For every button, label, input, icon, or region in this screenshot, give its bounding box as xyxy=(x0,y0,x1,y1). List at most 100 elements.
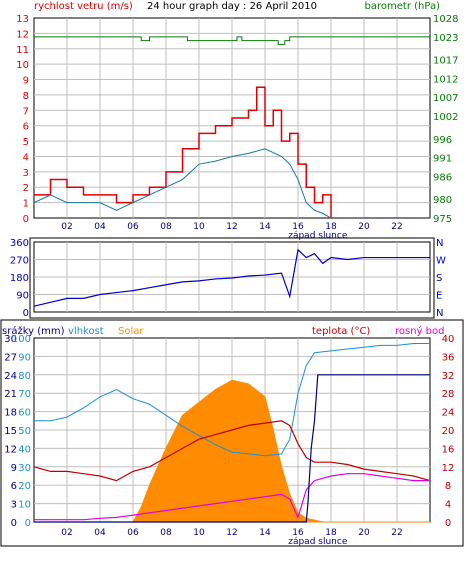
wind-tick-label: 1 xyxy=(23,199,29,210)
x-tick-label: 10 xyxy=(193,528,205,538)
pressure-tick-label: 975 xyxy=(433,214,452,225)
humidity-tick-label: 10 xyxy=(18,500,31,511)
humidity-tick-label: 80 xyxy=(18,371,31,382)
x-tick-label: 14 xyxy=(259,222,271,232)
humidity-legend-label: vlhkost xyxy=(68,326,104,337)
direction-outer-frame xyxy=(29,237,435,319)
wind-direction-series xyxy=(33,248,430,307)
temperature-outer-frame xyxy=(0,319,464,547)
humidity-tick-label: 0 xyxy=(25,518,31,529)
wind-axis-label: rychlost vetru (m/s) xyxy=(34,1,133,12)
x-tick-label: 18 xyxy=(325,528,337,538)
humidity-tick-label: 20 xyxy=(18,481,31,492)
x-tick-label: 16 xyxy=(292,528,304,538)
x-tick-label: 12 xyxy=(226,222,237,232)
solar-legend-label: Solar xyxy=(118,326,144,337)
humidity-tick-label: 70 xyxy=(18,389,31,400)
x-tick-label: 02 xyxy=(61,528,72,538)
pressure-tick-label: 1007 xyxy=(433,93,458,104)
direction-tick-label: 0 xyxy=(23,308,29,319)
wind-tick-label: 0 xyxy=(23,214,29,225)
rain-tick-label: 9 xyxy=(11,463,17,474)
x-tick-label: 04 xyxy=(94,528,106,538)
wind-tick-label: 8 xyxy=(23,91,29,102)
wind-tick-label: 3 xyxy=(23,168,29,179)
pressure-series xyxy=(34,36,430,45)
pressure-tick-label: 1002 xyxy=(433,112,458,123)
humidity-tick-label: 30 xyxy=(18,463,31,474)
pressure-tick-label: 1023 xyxy=(433,33,458,44)
compass-tick-label: S xyxy=(436,273,442,284)
humidity-tick-label: 60 xyxy=(18,408,31,419)
x-tick-label: 02 xyxy=(61,222,72,232)
wind-tick-label: 13 xyxy=(16,14,29,25)
wind-average-series xyxy=(33,148,430,219)
x-tick-label: 12 xyxy=(226,528,237,538)
rain-tick-label: 18 xyxy=(4,408,17,419)
wind-tick-label: 6 xyxy=(23,122,29,133)
x-tick-label: 22 xyxy=(391,222,402,232)
dewpoint-legend-label: rosný bod xyxy=(395,325,444,337)
pressure-axis-label: barometr (hPa) xyxy=(365,1,441,12)
x-tick-label: 10 xyxy=(193,222,205,232)
solar-series xyxy=(34,379,430,523)
x-tick-label: 06 xyxy=(127,222,139,232)
temperature-tick-label: 12 xyxy=(442,463,455,474)
wind-tick-label: 7 xyxy=(23,106,29,117)
pressure-tick-label: 1012 xyxy=(433,74,458,85)
compass-tick-label: N xyxy=(436,308,443,319)
x-tick-label: 18 xyxy=(325,222,337,232)
temperature-tick-label: 28 xyxy=(442,389,455,400)
rain-tick-label: 6 xyxy=(11,481,17,492)
x-tick-label: 04 xyxy=(94,222,106,232)
rain-legend-label: srážky (mm) xyxy=(2,325,65,337)
wind-tick-label: 11 xyxy=(16,45,29,56)
temperature-series xyxy=(33,420,431,482)
wind-tick-label: 2 xyxy=(23,183,29,194)
humidity-tick-label: 90 xyxy=(18,352,31,363)
direction-tick-label: 90 xyxy=(16,291,29,302)
graph-title: 24 hour graph day : 26 April 2010 xyxy=(147,1,317,12)
temperature-tick-label: 16 xyxy=(442,444,455,455)
temperature-tick-label: 8 xyxy=(445,481,451,492)
compass-tick-label: N xyxy=(436,238,443,249)
temperature-tick-label: 20 xyxy=(442,426,455,437)
x-tick-label: 06 xyxy=(127,528,139,538)
rain-tick-label: 3 xyxy=(11,500,17,511)
pressure-tick-label: 991 xyxy=(433,154,452,165)
pressure-tick-label: 986 xyxy=(433,172,452,183)
x-tick-label: 20 xyxy=(358,222,370,232)
direction-tick-label: 270 xyxy=(10,256,29,267)
rain-tick-label: 0 xyxy=(11,518,17,529)
humidity-tick-label: 50 xyxy=(18,426,31,437)
x-tick-label: 22 xyxy=(391,528,402,538)
temperature-tick-label: 0 xyxy=(445,518,451,529)
wind-tick-label: 5 xyxy=(23,137,29,148)
rain-tick-label: 21 xyxy=(4,389,17,400)
wind-tick-label: 10 xyxy=(16,60,29,71)
rain-tick-label: 27 xyxy=(4,352,17,363)
dewpoint-series xyxy=(34,473,430,521)
sunset-annotation: západ slunce xyxy=(288,537,348,547)
direction-tick-label: 360 xyxy=(10,238,29,249)
temperature-tick-label: 36 xyxy=(442,352,455,363)
x-tick-label: 20 xyxy=(358,528,370,538)
humidity-tick-label: 40 xyxy=(18,444,31,455)
pressure-tick-label: 996 xyxy=(433,135,452,146)
temperature-tick-label: 32 xyxy=(442,371,455,382)
compass-tick-label: E xyxy=(436,291,442,302)
pressure-tick-label: 1017 xyxy=(433,56,458,67)
rain-tick-label: 12 xyxy=(4,444,17,455)
humidity-tick-label: 100 xyxy=(12,334,31,345)
pressure-tick-label: 980 xyxy=(433,195,452,206)
pressure-tick-label: 1028 xyxy=(433,14,458,25)
sunset-annotation: západ slunce xyxy=(288,231,348,241)
x-tick-label: 14 xyxy=(259,528,271,538)
compass-tick-label: W xyxy=(436,256,446,267)
rain-tick-label: 24 xyxy=(4,371,17,382)
chart-layer: 0123456789101112139759809869919961002100… xyxy=(0,14,464,547)
wind-tick-label: 12 xyxy=(16,29,29,40)
wind-speed-series xyxy=(34,86,430,219)
